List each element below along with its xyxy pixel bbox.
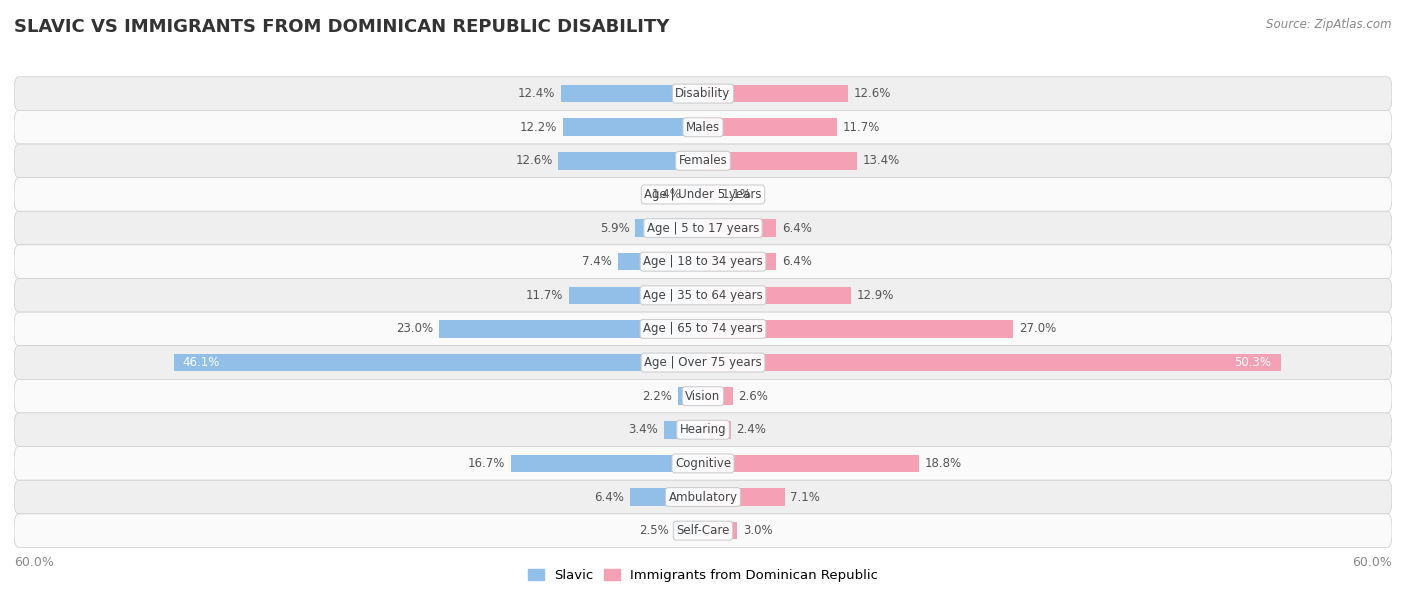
Text: 46.1%: 46.1%: [183, 356, 221, 369]
Bar: [439, 320, 703, 338]
Text: 3.4%: 3.4%: [628, 424, 658, 436]
Text: Age | 65 to 74 years: Age | 65 to 74 years: [643, 323, 763, 335]
Text: 12.2%: 12.2%: [520, 121, 557, 134]
Bar: [568, 286, 703, 304]
FancyBboxPatch shape: [14, 110, 1392, 144]
FancyBboxPatch shape: [14, 245, 1392, 278]
Text: 2.5%: 2.5%: [638, 524, 669, 537]
Text: 1.4%: 1.4%: [651, 188, 681, 201]
Bar: [703, 286, 851, 304]
Text: 12.6%: 12.6%: [853, 87, 891, 100]
FancyBboxPatch shape: [14, 312, 1392, 346]
Bar: [703, 354, 1281, 371]
Text: 2.4%: 2.4%: [737, 424, 766, 436]
Text: 11.7%: 11.7%: [526, 289, 562, 302]
Text: 5.9%: 5.9%: [600, 222, 630, 234]
Text: Age | Under 5 years: Age | Under 5 years: [644, 188, 762, 201]
FancyBboxPatch shape: [14, 413, 1392, 447]
Text: Age | 18 to 34 years: Age | 18 to 34 years: [643, 255, 763, 268]
Bar: [619, 253, 703, 271]
FancyBboxPatch shape: [14, 447, 1392, 480]
Text: 2.2%: 2.2%: [643, 390, 672, 403]
Text: Vision: Vision: [685, 390, 721, 403]
Text: 7.1%: 7.1%: [790, 490, 820, 504]
Legend: Slavic, Immigrants from Dominican Republic: Slavic, Immigrants from Dominican Republ…: [523, 564, 883, 587]
Text: 6.4%: 6.4%: [782, 255, 813, 268]
Bar: [703, 455, 920, 472]
Bar: [703, 85, 848, 102]
Bar: [558, 152, 703, 170]
Bar: [703, 185, 716, 203]
Bar: [512, 455, 703, 472]
Text: 7.4%: 7.4%: [582, 255, 612, 268]
Bar: [703, 387, 733, 405]
Text: Hearing: Hearing: [679, 424, 727, 436]
Text: 1.1%: 1.1%: [721, 188, 751, 201]
Text: Females: Females: [679, 154, 727, 167]
Text: Disability: Disability: [675, 87, 731, 100]
Text: Ambulatory: Ambulatory: [668, 490, 738, 504]
Text: 12.6%: 12.6%: [515, 154, 553, 167]
FancyBboxPatch shape: [14, 278, 1392, 312]
Text: 12.9%: 12.9%: [856, 289, 894, 302]
Text: Age | 5 to 17 years: Age | 5 to 17 years: [647, 222, 759, 234]
FancyBboxPatch shape: [14, 514, 1392, 548]
Bar: [703, 253, 776, 271]
FancyBboxPatch shape: [14, 211, 1392, 245]
FancyBboxPatch shape: [14, 177, 1392, 211]
Text: 18.8%: 18.8%: [925, 457, 962, 470]
Bar: [630, 488, 703, 506]
Text: 6.4%: 6.4%: [593, 490, 624, 504]
Text: Age | Over 75 years: Age | Over 75 years: [644, 356, 762, 369]
Text: 12.4%: 12.4%: [517, 87, 555, 100]
Bar: [688, 185, 703, 203]
Text: SLAVIC VS IMMIGRANTS FROM DOMINICAN REPUBLIC DISABILITY: SLAVIC VS IMMIGRANTS FROM DOMINICAN REPU…: [14, 18, 669, 36]
Text: 6.4%: 6.4%: [782, 222, 813, 234]
Text: Source: ZipAtlas.com: Source: ZipAtlas.com: [1267, 18, 1392, 31]
Bar: [675, 522, 703, 539]
FancyBboxPatch shape: [14, 346, 1392, 379]
Bar: [703, 119, 838, 136]
Text: 11.7%: 11.7%: [844, 121, 880, 134]
Bar: [664, 421, 703, 439]
Bar: [703, 421, 731, 439]
Bar: [174, 354, 703, 371]
Bar: [703, 320, 1012, 338]
Text: 2.6%: 2.6%: [738, 390, 769, 403]
Bar: [703, 488, 785, 506]
Bar: [562, 119, 703, 136]
Bar: [703, 152, 856, 170]
FancyBboxPatch shape: [14, 144, 1392, 177]
FancyBboxPatch shape: [14, 480, 1392, 514]
Text: 27.0%: 27.0%: [1019, 323, 1056, 335]
Text: 23.0%: 23.0%: [396, 323, 433, 335]
Text: 13.4%: 13.4%: [863, 154, 900, 167]
Text: 60.0%: 60.0%: [14, 556, 53, 569]
FancyBboxPatch shape: [14, 379, 1392, 413]
Text: Males: Males: [686, 121, 720, 134]
Bar: [678, 387, 703, 405]
Text: 60.0%: 60.0%: [1353, 556, 1392, 569]
Text: 50.3%: 50.3%: [1234, 356, 1271, 369]
Bar: [703, 219, 776, 237]
Text: 3.0%: 3.0%: [744, 524, 773, 537]
Bar: [636, 219, 703, 237]
Text: Cognitive: Cognitive: [675, 457, 731, 470]
Bar: [561, 85, 703, 102]
Text: Age | 35 to 64 years: Age | 35 to 64 years: [643, 289, 763, 302]
FancyBboxPatch shape: [14, 76, 1392, 110]
Bar: [703, 522, 738, 539]
Text: 16.7%: 16.7%: [468, 457, 506, 470]
Text: Self-Care: Self-Care: [676, 524, 730, 537]
